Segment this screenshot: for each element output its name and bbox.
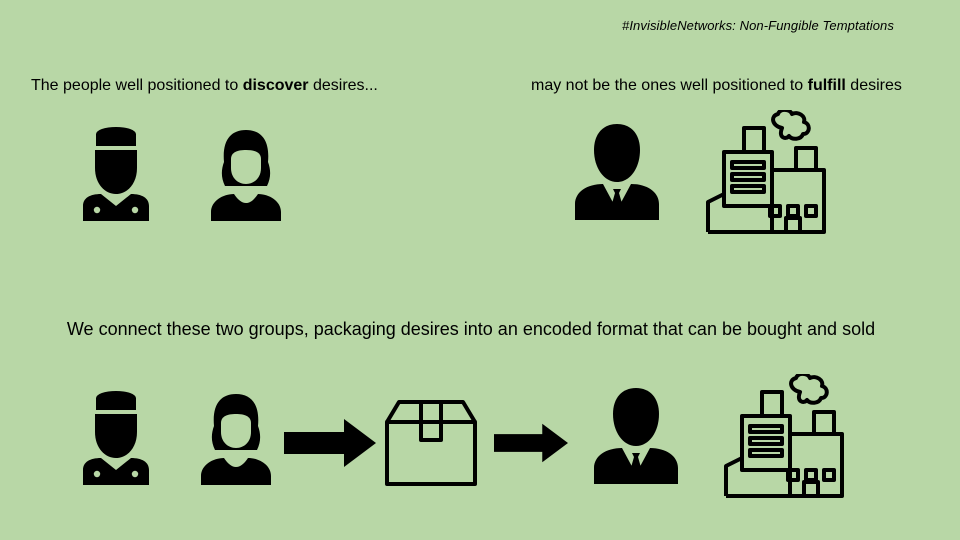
arrow-right-icon (494, 419, 568, 467)
right-caption: may not be the ones well positioned to f… (531, 77, 902, 95)
right-caption-text-before: may not be the ones well positioned to (531, 77, 808, 94)
factory-icon (706, 110, 826, 236)
factory-icon (724, 374, 844, 500)
right-caption-text-after: desires (845, 77, 902, 94)
chef-icon (81, 126, 151, 221)
worker-woman-icon (201, 390, 271, 485)
slide-hashtag: #InvisibleNetworks: Non-Fungible Temptat… (622, 18, 894, 33)
arrow-right-icon (284, 419, 376, 467)
chef-icon (81, 390, 151, 485)
right-caption-emphasis: fulfill (807, 77, 846, 94)
businessman-icon (575, 122, 659, 220)
package-box-icon (385, 400, 477, 486)
worker-woman-icon (211, 126, 281, 221)
businessman-icon (594, 386, 678, 484)
left-caption-emphasis: discover (242, 77, 309, 94)
left-caption-text-after: desires... (308, 77, 378, 94)
left-caption: The people well positioned to discover d… (31, 77, 378, 95)
left-caption-text-before: The people well positioned to (31, 77, 243, 94)
headline: We connect these two groups, packaging d… (66, 319, 876, 339)
